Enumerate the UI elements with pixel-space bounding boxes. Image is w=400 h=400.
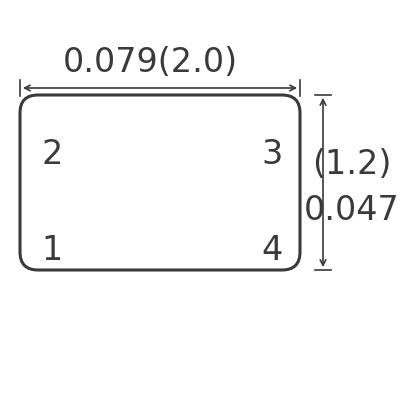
Text: 0.047: 0.047	[304, 194, 400, 226]
Text: 4: 4	[261, 234, 283, 266]
Text: 2: 2	[41, 138, 63, 172]
Text: 0.079(2.0): 0.079(2.0)	[62, 46, 238, 78]
Text: (1.2): (1.2)	[312, 148, 392, 182]
FancyBboxPatch shape	[20, 95, 300, 270]
Text: 1: 1	[41, 234, 63, 266]
Text: 3: 3	[261, 138, 283, 172]
